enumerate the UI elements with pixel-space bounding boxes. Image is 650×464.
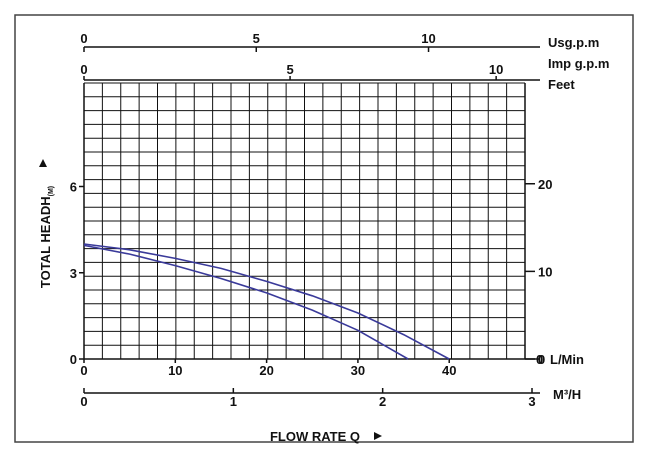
ylabel-head: TOTAL HEADH(M) [38, 186, 55, 288]
tick-label-head: 3 [70, 266, 77, 281]
unit-m3h: M³/H [553, 387, 581, 402]
tick-label-impgpm: 0 [80, 62, 87, 77]
tick-label-lmin: 0 [80, 363, 87, 378]
chart-frame [14, 14, 634, 443]
xlabel-flow-rate: FLOW RATE Q [270, 429, 360, 444]
unit-lmin: L/Min [550, 352, 584, 367]
xlabel-arrow-icon [374, 432, 382, 440]
tick-label-usgpm: 0 [80, 31, 87, 46]
performance-curve-2 [83, 244, 409, 360]
tick-label-m3h: 3 [528, 394, 535, 409]
tick-label-usgpm: 5 [253, 31, 260, 46]
tick-label-m3h: 2 [379, 394, 386, 409]
tick-label-lmin: 20 [259, 363, 273, 378]
tick-label-feet: 10 [538, 264, 552, 279]
curves [83, 243, 450, 360]
unit-impgpm: Imp g.p.m [548, 56, 609, 71]
performance-curve-1 [83, 243, 450, 360]
axes: 0 5 10 Usg.p.m0 5 10 Imp g.p.mFeet01020036TOTA… [38, 31, 609, 444]
tick-label-head: 0 [70, 352, 77, 367]
tick-label-lmin: 10 [168, 363, 182, 378]
tick-label-feet-zero: 0 [536, 352, 543, 367]
tick-label-lmin: 40 [442, 363, 456, 378]
tick-label-usgpm: 10 [421, 31, 435, 46]
tick-label-lmin: 30 [351, 363, 365, 378]
grid [83, 82, 526, 360]
tick-label-m3h: 0 [80, 394, 87, 409]
unit-feet: Feet [548, 77, 575, 92]
tick-label-impgpm: 5 [286, 62, 293, 77]
tick-label-feet: 20 [538, 177, 552, 192]
tick-label-m3h: 1 [230, 394, 237, 409]
unit-usgpm: Usg.p.m [548, 35, 599, 50]
tick-label-feet: 0 [538, 352, 545, 367]
ylabel-arrow-icon [39, 159, 47, 167]
tick-label-impgpm: 10 [489, 62, 503, 77]
tick-label-head: 6 [70, 180, 77, 195]
